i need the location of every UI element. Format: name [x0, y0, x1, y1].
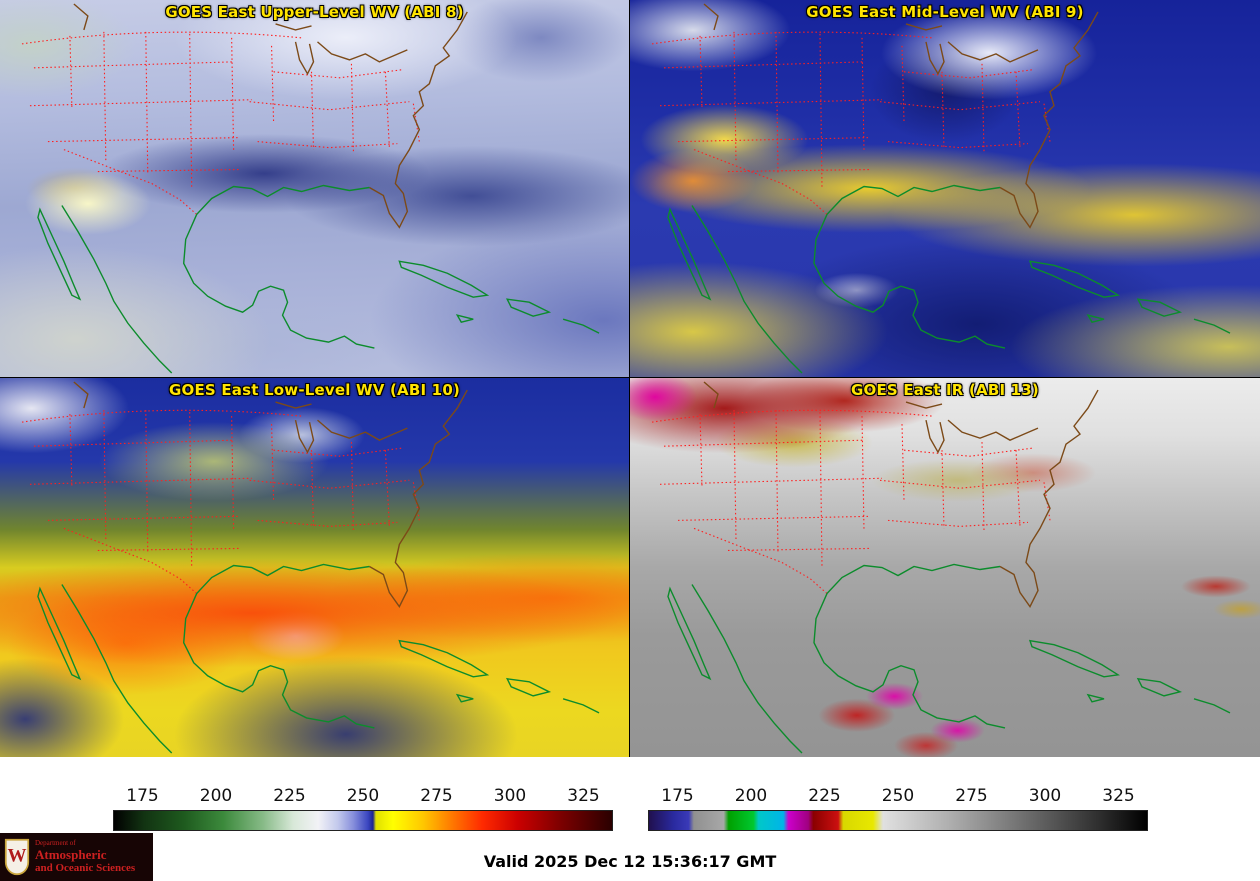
panel-title-abi8: GOES East Upper-Level WV (ABI 8): [165, 3, 464, 21]
aos-logo-text: Department of Atmospheric and Oceanic Sc…: [35, 838, 136, 874]
colorbar-tick: 175: [126, 786, 159, 806]
coastlines-south: [37, 563, 600, 754]
panel-upper-level-wv: GOES East Upper-Level WV (ABI 8): [0, 0, 630, 378]
state-borders: [651, 31, 1051, 215]
colorbar-tick: 250: [881, 786, 915, 806]
coastlines-south: [667, 563, 1231, 754]
uw-crest-icon: W: [4, 838, 30, 876]
wv-colorbar: 175 200 225 250 275 300 325: [113, 784, 613, 831]
map-overlay-svg: [21, 3, 600, 374]
wv-colorbar-gradient: [113, 810, 613, 831]
ir-colorbar-gradient: [648, 810, 1148, 831]
wv-colorbar-ticks: 175 200 225 250 275 300 325: [113, 784, 613, 810]
map-overlay-svg: [21, 381, 600, 754]
panel-title-abi13: GOES East IR (ABI 13): [850, 381, 1039, 399]
valid-timestamp: Valid 2025 Dec 12 15:36:17 GMT: [483, 852, 777, 871]
state-borders: [21, 409, 420, 594]
coastlines-north: [703, 381, 1099, 608]
map-overlay: [0, 378, 629, 757]
logo-dept-line: Department of: [35, 838, 76, 847]
colorbar-tick: 200: [199, 786, 233, 806]
colorbar-tick: 225: [273, 786, 306, 806]
colorbar-tick: 175: [661, 786, 694, 806]
ir-colorbar-ticks: 175 200 225 250 275 300 325: [648, 784, 1148, 810]
colorbar-tick: 225: [808, 786, 841, 806]
panel-ir: GOES East IR (ABI 13): [630, 378, 1260, 757]
coastlines-north: [73, 381, 468, 608]
ir-colorbar: 175 200 225 250 275 300 325: [648, 784, 1148, 831]
panel-title-abi9: GOES East Mid-Level WV (ABI 9): [806, 3, 1084, 21]
logo-line-2: and Oceanic Sciences: [35, 861, 136, 874]
state-borders: [651, 409, 1051, 594]
state-borders: [21, 31, 420, 215]
colorbar-tick: 250: [346, 786, 380, 806]
panel-title-abi10: GOES East Low-Level WV (ABI 10): [168, 381, 461, 399]
panel-mid-level-wv: GOES East Mid-Level WV (ABI 9): [630, 0, 1260, 378]
colorbar-tick: 325: [567, 786, 600, 806]
svg-text:W: W: [8, 845, 27, 866]
aos-logo: W Department of Atmospheric and Oceanic …: [0, 833, 153, 881]
colorbar-tick: 275: [420, 786, 453, 806]
map-overlay-svg: [651, 381, 1231, 754]
map-overlay: [0, 0, 629, 377]
coastlines-south: [37, 184, 600, 374]
colorbar-tick: 300: [493, 786, 527, 806]
colorbar-tick: 200: [734, 786, 768, 806]
satellite-quadrant-grid: GOES East Upper-Level WV (ABI 8): [0, 0, 1260, 757]
map-overlay-svg: [651, 3, 1231, 374]
coastlines-north: [73, 3, 468, 229]
panel-low-level-wv: GOES East Low-Level WV (ABI 10): [0, 378, 630, 757]
colorbar-tick: 325: [1102, 786, 1135, 806]
colorbar-tick: 275: [955, 786, 988, 806]
coastlines-north: [703, 3, 1099, 229]
logo-line-1: Atmospheric: [35, 846, 107, 862]
coastlines-south: [667, 184, 1231, 374]
map-overlay: [630, 378, 1260, 757]
map-overlay: [630, 0, 1260, 377]
colorbar-tick: 300: [1028, 786, 1062, 806]
